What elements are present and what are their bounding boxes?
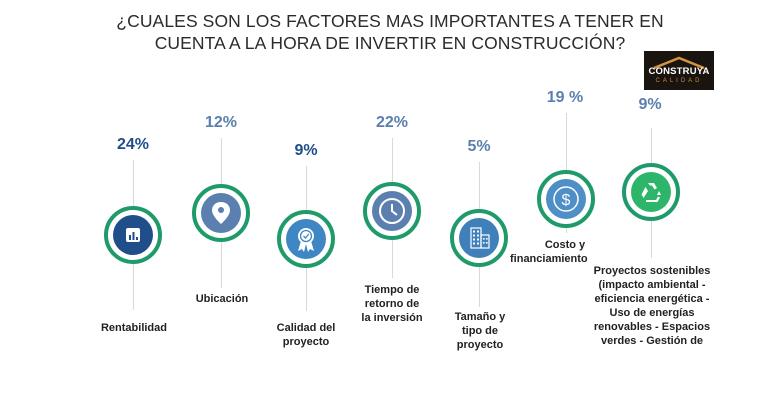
logo-sub: CALIDAD	[655, 78, 703, 84]
title-line-2: CUENTA A LA HORA DE INVERTIR EN CONSTRUC…	[154, 33, 626, 53]
factor-circle	[277, 210, 335, 268]
title-line-1: ¿CUALES SON LOS FACTORES MAS IMPORTANTES…	[116, 11, 664, 31]
factor-circle	[104, 206, 162, 264]
chart-icon	[126, 228, 140, 242]
percent-label: 9%	[294, 142, 318, 159]
factor-circle	[450, 209, 508, 267]
label-line: Proyectos sostenibles	[593, 265, 711, 277]
percent-label: 12%	[204, 114, 238, 131]
factor-circle	[363, 182, 421, 240]
label-line: Calidad del	[276, 322, 336, 334]
dollar-coin-icon: $	[553, 186, 579, 212]
award-ribbon-icon	[298, 228, 314, 252]
label-line: verdes - Gestión de	[600, 335, 704, 347]
percent-label: 9%	[638, 96, 662, 113]
logo-name: CONSTRUYA	[648, 66, 710, 77]
label-line: Tamaño y	[454, 311, 506, 323]
construya-logo: CONSTRUYA CALIDAD	[644, 51, 714, 90]
label-line: proyecto	[282, 336, 330, 348]
factor-circle	[192, 184, 250, 242]
buildings-icon	[470, 227, 490, 249]
clock-icon	[379, 198, 405, 224]
percent-label: 5%	[467, 138, 491, 155]
label-line: financiamiento	[510, 253, 588, 265]
percent-label: 22%	[375, 114, 409, 131]
label-line: retorno de	[364, 298, 420, 310]
label-line: renovables - Espacios	[593, 321, 711, 333]
label-line: Tiempo de	[364, 284, 420, 296]
factor-circle: $	[537, 170, 595, 228]
roof-icon	[653, 56, 705, 69]
label-line: eficiencia energética -	[594, 293, 710, 305]
label-line: proyecto	[456, 339, 504, 351]
label-line: Uso de energías	[609, 307, 695, 319]
percent-label: 19 %	[546, 89, 584, 106]
location-pin-icon	[212, 202, 230, 224]
svg-text:$: $	[562, 192, 571, 209]
factor-label: Costo y financiamiento	[510, 238, 620, 266]
recycle-icon	[641, 183, 661, 202]
factor-label: Tamaño y tipo de proyecto	[434, 310, 526, 352]
factor-label: Ubicación	[195, 293, 249, 305]
label-line: Costo y	[544, 239, 586, 251]
label-line: la inversión	[361, 312, 423, 324]
label-line: (impacto ambiental -	[598, 279, 706, 291]
factor-label: Proyectos sostenibles (impacto ambiental…	[576, 264, 728, 358]
percent-label: 24%	[116, 136, 150, 153]
factor-circle	[622, 163, 680, 221]
factor-label: Rentabilidad	[100, 322, 167, 334]
factor-label: Tiempo de retorno de la inversión	[346, 283, 438, 325]
page-title: ¿CUALES SON LOS FACTORES MAS IMPORTANTES…	[100, 10, 680, 54]
label-line: tipo de	[461, 325, 499, 337]
factor-label: Calidad del proyecto	[260, 321, 352, 349]
